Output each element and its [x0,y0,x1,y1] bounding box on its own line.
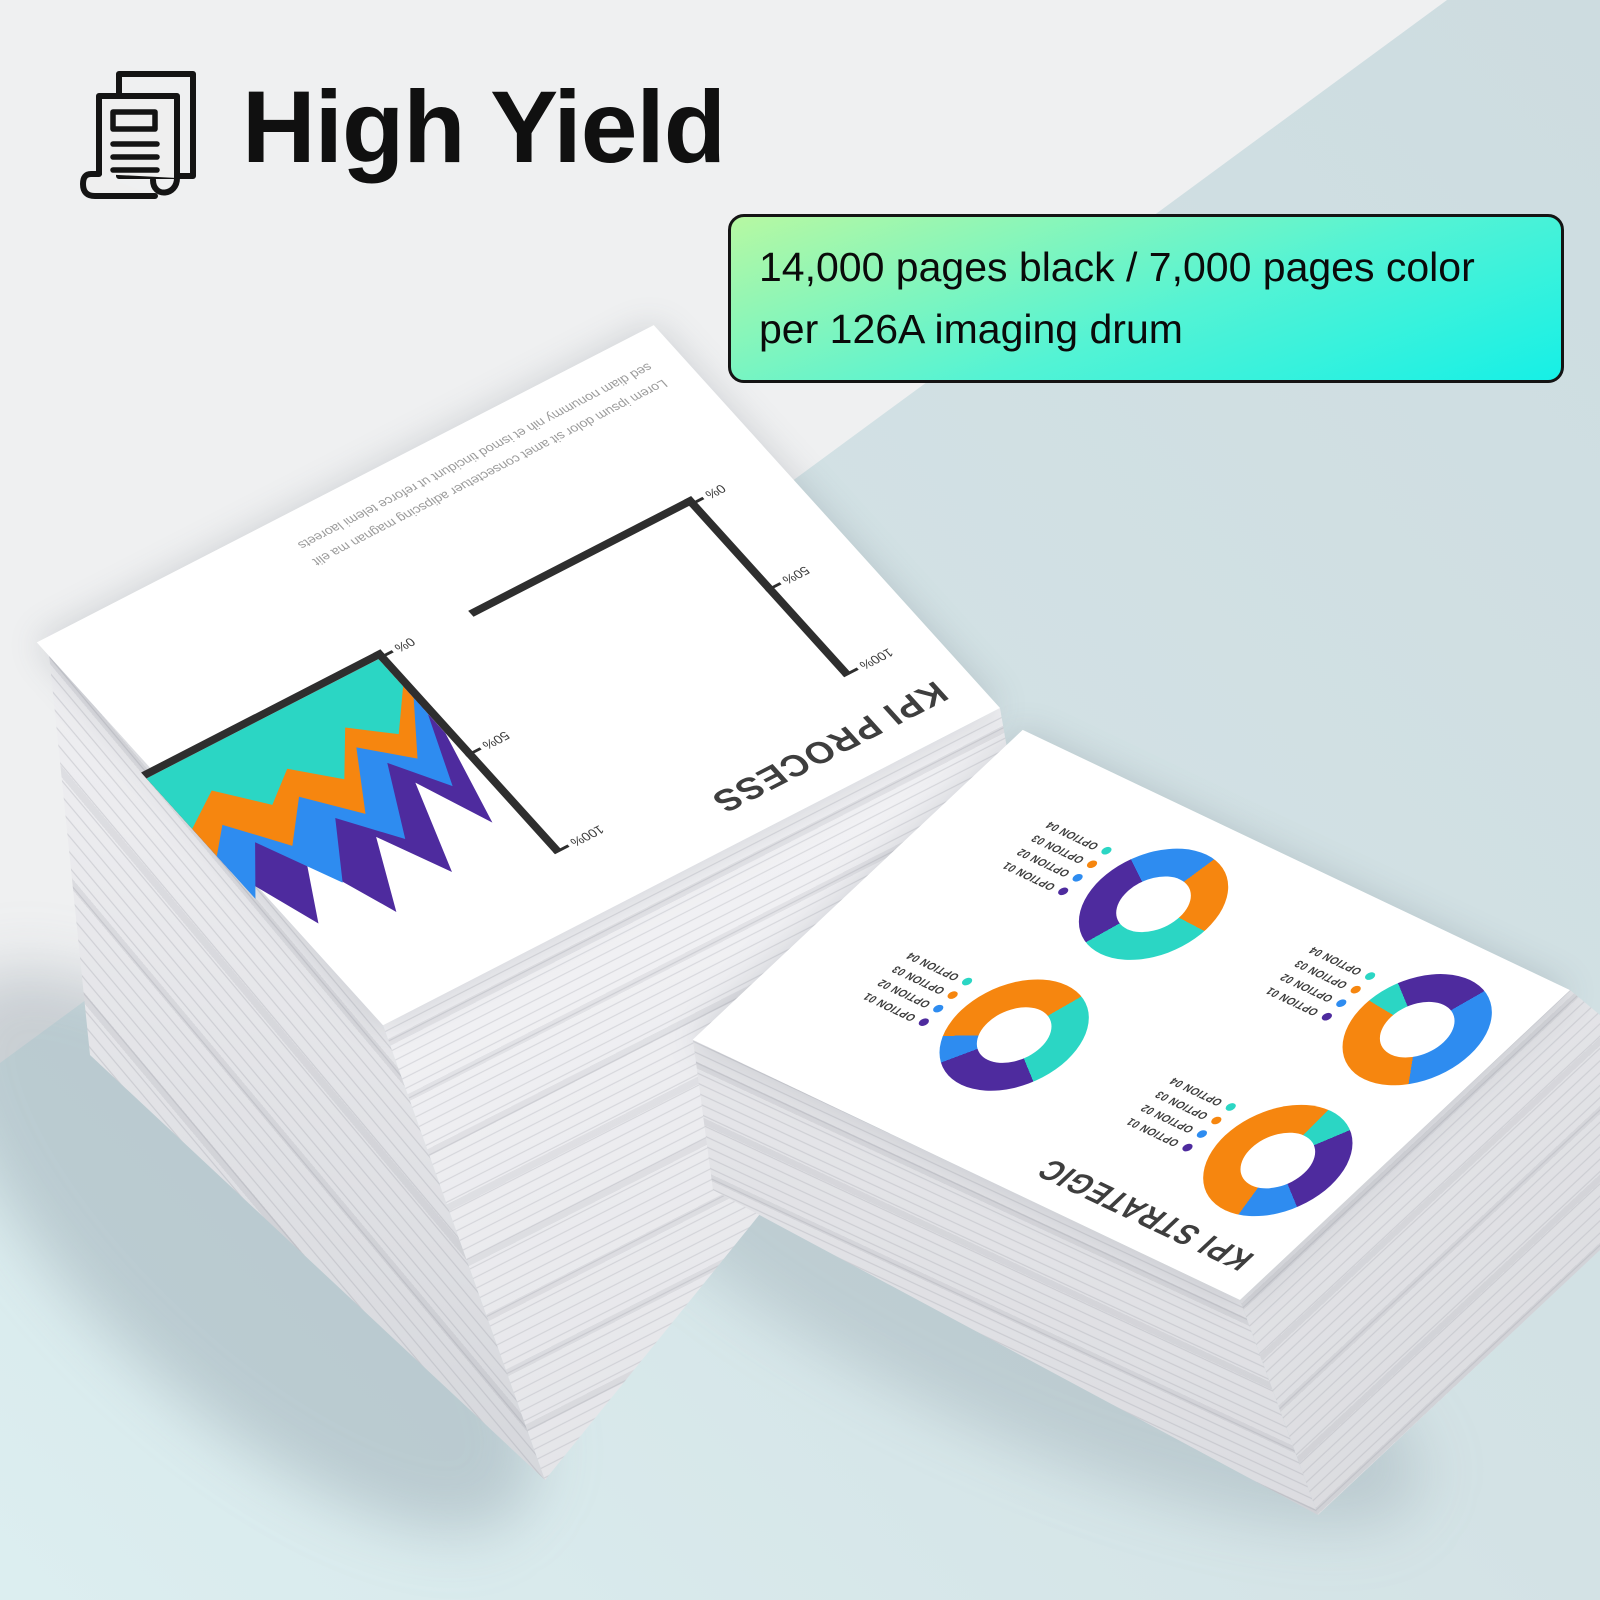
document-pages-icon [78,52,200,202]
bar-group [620,511,679,542]
donut-hole [961,997,1068,1073]
tick-mark [465,747,482,758]
bar [635,527,648,534]
legend-dot [916,1017,932,1028]
bar [530,581,543,588]
bar [620,535,633,542]
header: High Yield [78,52,726,202]
tick-mark [765,582,782,592]
legend-dot [1348,984,1363,996]
legend-dot [1319,1012,1334,1023]
bar [552,570,565,577]
legend-dot [1055,886,1071,897]
yield-badge: 14,000 pages black / 7,000 pages color p… [728,214,1564,383]
bar [598,546,611,553]
tick-label: 50% [779,563,813,588]
tick-label: 0% [702,481,730,502]
legend-dot [945,990,960,1001]
legend-dot [1223,1102,1238,1113]
layer-teal [146,659,404,829]
legend-dot [1362,971,1377,982]
bar [499,597,512,604]
tick-mark [687,496,705,507]
donut-hole [1364,992,1471,1068]
tick-label: 0% [391,635,419,655]
legend-dot [931,1004,946,1015]
legend-dot [1070,873,1085,884]
area-chart: 0% 50% 100% [141,622,614,973]
page-title: High Yield [242,69,726,184]
tick-mark [377,650,394,660]
bar [483,605,496,612]
donut-hole [1101,867,1207,942]
bar-group [552,546,611,577]
donut-hole [1225,1123,1331,1198]
legend-dot [1179,1142,1195,1154]
bar [514,589,527,596]
legend-dot [1099,846,1114,857]
bar [666,511,679,518]
legend-dot [1208,1115,1224,1126]
tick-mark [842,667,859,678]
yield-badge-line-1: 14,000 pages black / 7,000 pages color [759,244,1475,290]
tick-label: 50% [479,728,513,753]
tick-label: 100% [856,645,897,673]
yield-badge-line-2: per 126A imaging drum [759,305,1183,352]
kpi-process-page: KPI PROCESS 0% 50% 100% 0% 50% 100% Lorem ip… [36,325,1001,1026]
bar [583,554,596,561]
tick-mark [552,844,570,855]
bar [567,562,580,569]
bar-group [483,581,543,612]
bar [651,519,664,526]
legend-dot [1084,859,1100,870]
legend-dot [959,977,975,988]
legend-dot [1194,1129,1209,1140]
kpi-process-charts: 0% 50% 100% 0% 50% 100% [110,390,921,973]
legend-dot [1333,998,1349,1009]
